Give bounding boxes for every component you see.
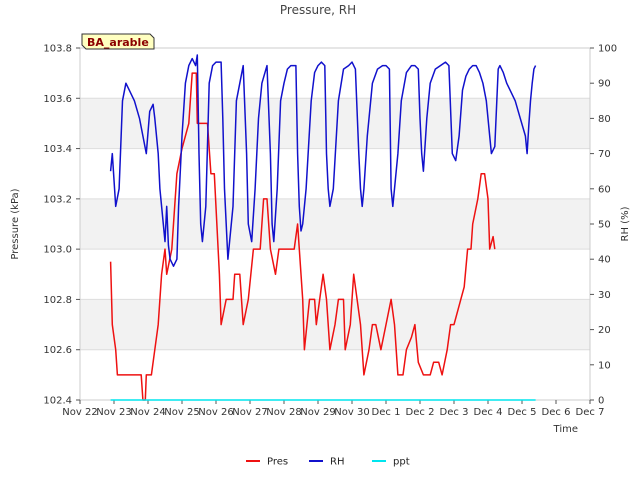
- site-label: BA_arable: [87, 36, 149, 49]
- x-tick-label: Dec 5: [508, 407, 537, 418]
- legend-label-rh: RH: [330, 457, 344, 468]
- x-tick-label: Nov 22: [62, 407, 97, 418]
- y-left-tick-label: 102.6: [43, 345, 72, 356]
- x-tick-label: Nov 23: [96, 407, 131, 418]
- background-band: [80, 98, 590, 149]
- x-tick-label: Nov 29: [300, 407, 335, 418]
- y-right-tick-label: 30: [598, 290, 611, 301]
- x-tick-label: Dec 6: [542, 407, 571, 418]
- legend-label-ppt: ppt: [393, 457, 410, 468]
- y-axis-left-label: Pressure (kPa): [10, 188, 21, 259]
- background-bands: [80, 98, 590, 350]
- y-right-tick-label: 60: [598, 184, 611, 195]
- y-axis-right: 0 10 20 30 40 50 60 70 80 90 100: [590, 44, 617, 407]
- y-left-tick-label: 102.8: [43, 295, 72, 306]
- y-right-tick-label: 50: [598, 220, 611, 231]
- y-left-tick-label: 103.6: [43, 94, 72, 105]
- y-right-tick-label: 90: [598, 79, 611, 90]
- site-badge: BA_arable: [81, 33, 155, 50]
- y-left-tick-label: 103.8: [43, 44, 72, 55]
- y-axis-left: 102.4 102.6 102.8 103.0 103.2 103.4 103.6 103.8: [43, 44, 80, 407]
- y-right-tick-label: 20: [598, 325, 611, 336]
- legend: Pres RH ppt: [246, 457, 410, 468]
- y-axis-right-label: RH (%): [620, 206, 631, 241]
- x-tick-label: Nov 24: [130, 407, 165, 418]
- x-axis-label: Time: [553, 424, 578, 435]
- series-line-pres: [109, 72, 496, 401]
- x-tick-label: Nov 26: [198, 407, 233, 418]
- y-left-tick-label: 103.0: [43, 245, 72, 256]
- x-tick-label: Nov 25: [164, 407, 199, 418]
- background-band: [80, 198, 590, 250]
- y-left-tick-label: 103.4: [43, 144, 72, 155]
- y-right-tick-label: 10: [598, 360, 611, 371]
- y-right-tick-label: 100: [598, 44, 617, 55]
- x-tick-label: Nov 27: [232, 407, 267, 418]
- x-tick-label: Dec 2: [406, 407, 435, 418]
- x-tick-label: Dec 1: [372, 407, 401, 418]
- series-line-rh: [109, 54, 537, 267]
- y-left-tick-label: 103.2: [43, 194, 72, 205]
- y-right-tick-label: 80: [598, 114, 611, 125]
- x-tick-label: Nov 28: [266, 407, 301, 418]
- x-tick-label: Dec 4: [474, 407, 503, 418]
- site-badge-box: [81, 33, 155, 50]
- y-left-tick-label: 102.4: [43, 396, 72, 407]
- legend-label-pres: Pres: [267, 457, 288, 468]
- y-right-tick-label: 0: [598, 396, 604, 407]
- x-tick-label: Dec 3: [440, 407, 469, 418]
- series-layer: [109, 54, 537, 401]
- x-tick-label: Nov 30: [334, 407, 369, 418]
- y-right-tick-label: 40: [598, 255, 611, 266]
- x-tick-label: Dec 7: [576, 407, 605, 418]
- chart-title: Pressure, RH: [280, 3, 356, 17]
- y-right-tick-label: 70: [598, 149, 611, 160]
